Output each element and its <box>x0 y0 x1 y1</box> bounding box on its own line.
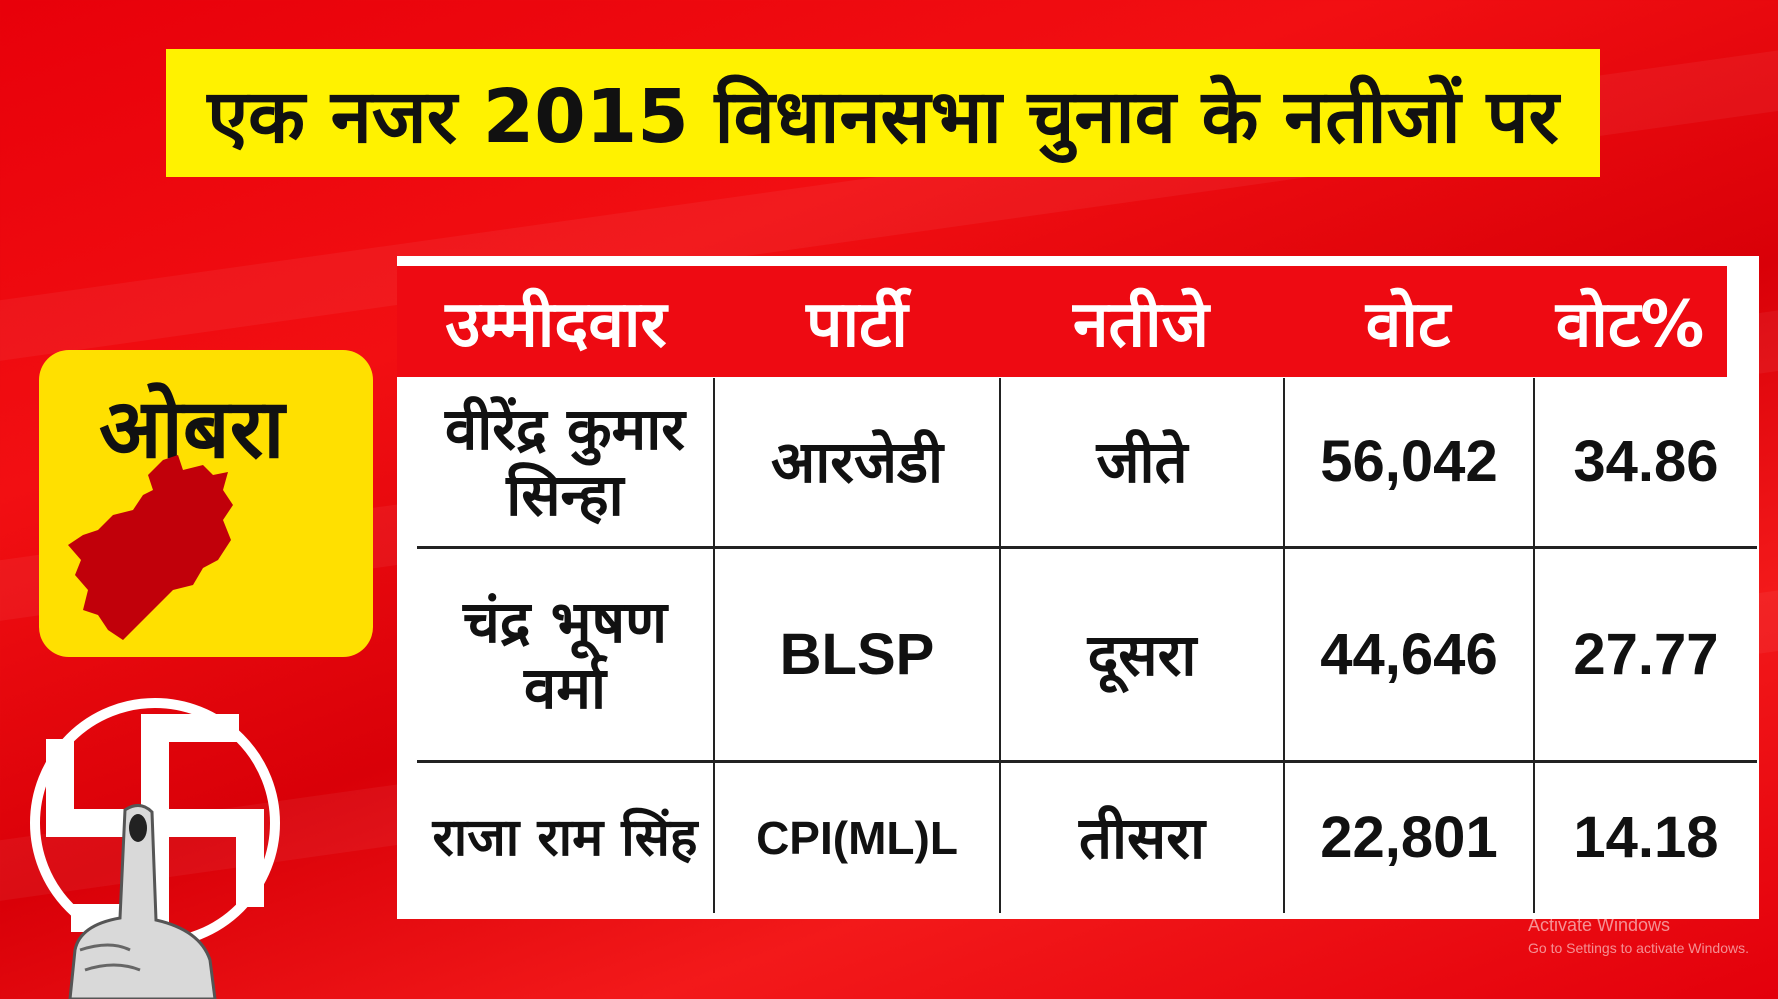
vote-pct: 27.77 <box>1573 621 1719 687</box>
votes: 22,801 <box>1285 763 1535 913</box>
table-row: वीरेंद्र कुमार सिन्हा आरजेडी जीते 56,042… <box>417 378 1757 549</box>
watermark-line-1: Activate Windows <box>1528 915 1671 935</box>
page-title: एक नजर 2015 विधानसभा चुनाव के नतीजों पर <box>207 73 1559 160</box>
result: तीसरा <box>1001 763 1285 913</box>
windows-activation-watermark: Activate Windows Go to Settings to activ… <box>1528 915 1749 956</box>
constituency-card: ओबरा <box>39 350 373 657</box>
party-name: BLSP <box>715 549 1001 760</box>
header-party: पार्टी <box>806 288 908 362</box>
table-row: चंद्र भूषण वर्मा BLSP दूसरा 44,646 27.77 <box>417 549 1757 763</box>
candidate-name: वीरेंद्र कुमार सिन्हा <box>417 378 715 546</box>
constituency-name: ओबरा <box>99 382 285 477</box>
table-row: राजा राम सिंह CPI(ML)L तीसरा 22,801 14.1… <box>417 763 1757 913</box>
header-vote-pct: वोट% <box>1555 288 1705 362</box>
vote-pct: 14.18 <box>1573 805 1719 870</box>
watermark-line-2: Go to Settings to activate Windows. <box>1528 940 1749 956</box>
constituency-map-icon <box>68 455 233 640</box>
inked-finger-icon <box>68 804 217 999</box>
header-votes: वोट <box>1365 288 1451 362</box>
votes: 44,646 <box>1285 549 1535 760</box>
header-result: नतीजे <box>1072 288 1210 362</box>
candidate-name: चंद्र भूषण वर्मा <box>417 549 715 760</box>
party-name: CPI(ML)L <box>715 763 1001 913</box>
vote-pct: 34.86 <box>1573 429 1719 494</box>
results-table: उम्मीदवार पार्टी नतीजे वोट वोट% वीरेंद्र… <box>397 256 1759 919</box>
result: दूसरा <box>1001 549 1285 760</box>
result: जीते <box>1001 378 1285 546</box>
header-candidate: उम्मीदवार <box>445 288 667 362</box>
party-name: आरजेडी <box>715 378 1001 546</box>
title-banner: एक नजर 2015 विधानसभा चुनाव के नतीजों पर <box>166 49 1600 177</box>
table-header: उम्मीदवार पार्टी नतीजे वोट वोट% <box>397 266 1727 377</box>
votes: 56,042 <box>1285 378 1535 546</box>
candidate-name: राजा राम सिंह <box>417 763 715 913</box>
